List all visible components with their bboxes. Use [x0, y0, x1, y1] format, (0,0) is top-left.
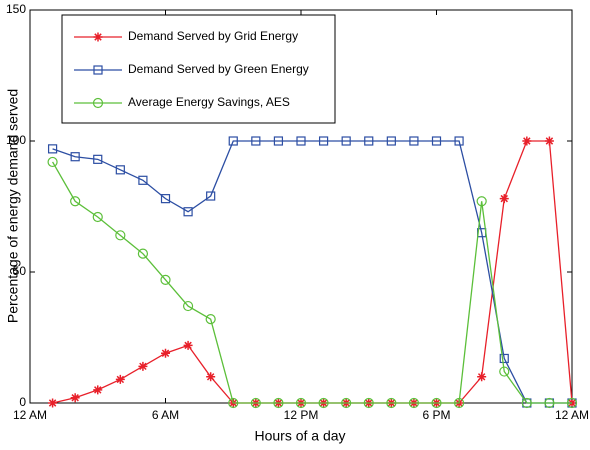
- data-point: [183, 340, 193, 350]
- data-point: [499, 194, 509, 204]
- data-point: [296, 136, 306, 146]
- y-tick-label: 100: [6, 133, 26, 147]
- data-point: [115, 165, 125, 175]
- data-point: [47, 156, 58, 168]
- data-point: [228, 136, 238, 146]
- y-tick-label: 0: [19, 395, 26, 409]
- data-point: [544, 397, 555, 409]
- data-point: [273, 136, 284, 146]
- data-point: [453, 397, 465, 409]
- data-point: [251, 136, 261, 146]
- data-point: [295, 397, 307, 409]
- data-point: [228, 397, 239, 409]
- data-point: [70, 152, 80, 162]
- series-line: [52, 140, 572, 404]
- x-tick-label: 6 AM: [152, 408, 179, 422]
- data-point: [206, 372, 216, 382]
- data-point: [499, 353, 509, 364]
- data-point: [183, 207, 193, 217]
- data-point: [138, 175, 148, 185]
- y-tick-label: 150: [6, 2, 26, 16]
- data-point: [522, 136, 532, 146]
- data-point: [70, 393, 80, 403]
- legend-box: [61, 14, 336, 124]
- data-point: [92, 211, 103, 223]
- legend-label: Demand Served by Green Energy: [128, 62, 309, 76]
- legend-marker: [92, 97, 104, 109]
- x-tick-label: 12 AM: [555, 408, 589, 422]
- data-point: [206, 191, 216, 201]
- x-tick-label: 12 PM: [284, 408, 319, 422]
- data-point: [160, 194, 171, 204]
- data-point: [363, 397, 374, 409]
- data-point: [431, 397, 442, 409]
- data-point: [476, 196, 487, 207]
- data-point: [318, 136, 329, 146]
- x-tick-label: 6 PM: [422, 408, 450, 422]
- y-tick-label: 50: [13, 264, 27, 278]
- data-point: [273, 397, 284, 409]
- data-point: [566, 397, 578, 409]
- data-point: [544, 136, 554, 146]
- data-point: [137, 248, 149, 259]
- y-axis-label: Percentage of energy demand served: [5, 89, 21, 323]
- data-point: [205, 314, 216, 325]
- legend-marker: [93, 65, 103, 75]
- data-point: [115, 230, 126, 241]
- x-tick-label: 12 AM: [13, 408, 47, 422]
- data-point: [477, 372, 487, 382]
- data-point: [318, 397, 329, 409]
- data-point: [386, 136, 396, 146]
- data-point: [431, 136, 442, 146]
- data-point: [47, 144, 58, 154]
- data-point: [454, 136, 464, 146]
- data-point: [409, 136, 419, 146]
- data-point: [182, 300, 194, 312]
- data-point: [521, 397, 532, 409]
- data-point: [161, 348, 170, 358]
- data-point: [250, 397, 261, 409]
- x-axis-label: Hours of a day: [254, 428, 345, 444]
- series-line: [52, 140, 573, 404]
- data-point: [48, 398, 58, 408]
- data-point: [408, 397, 420, 409]
- legend-label: Average Energy Savings, AES: [128, 95, 290, 109]
- data-point: [93, 154, 103, 164]
- data-point: [364, 136, 374, 146]
- data-point: [386, 397, 397, 409]
- data-point: [341, 136, 351, 146]
- data-point: [115, 374, 125, 384]
- data-point: [160, 274, 171, 285]
- data-point: [341, 397, 352, 409]
- legend-label: Demand Served by Grid Energy: [128, 29, 298, 43]
- legend-marker: [93, 32, 103, 42]
- data-point: [93, 385, 103, 395]
- data-point: [138, 361, 148, 371]
- data-point: [70, 196, 81, 207]
- data-point: [499, 366, 510, 377]
